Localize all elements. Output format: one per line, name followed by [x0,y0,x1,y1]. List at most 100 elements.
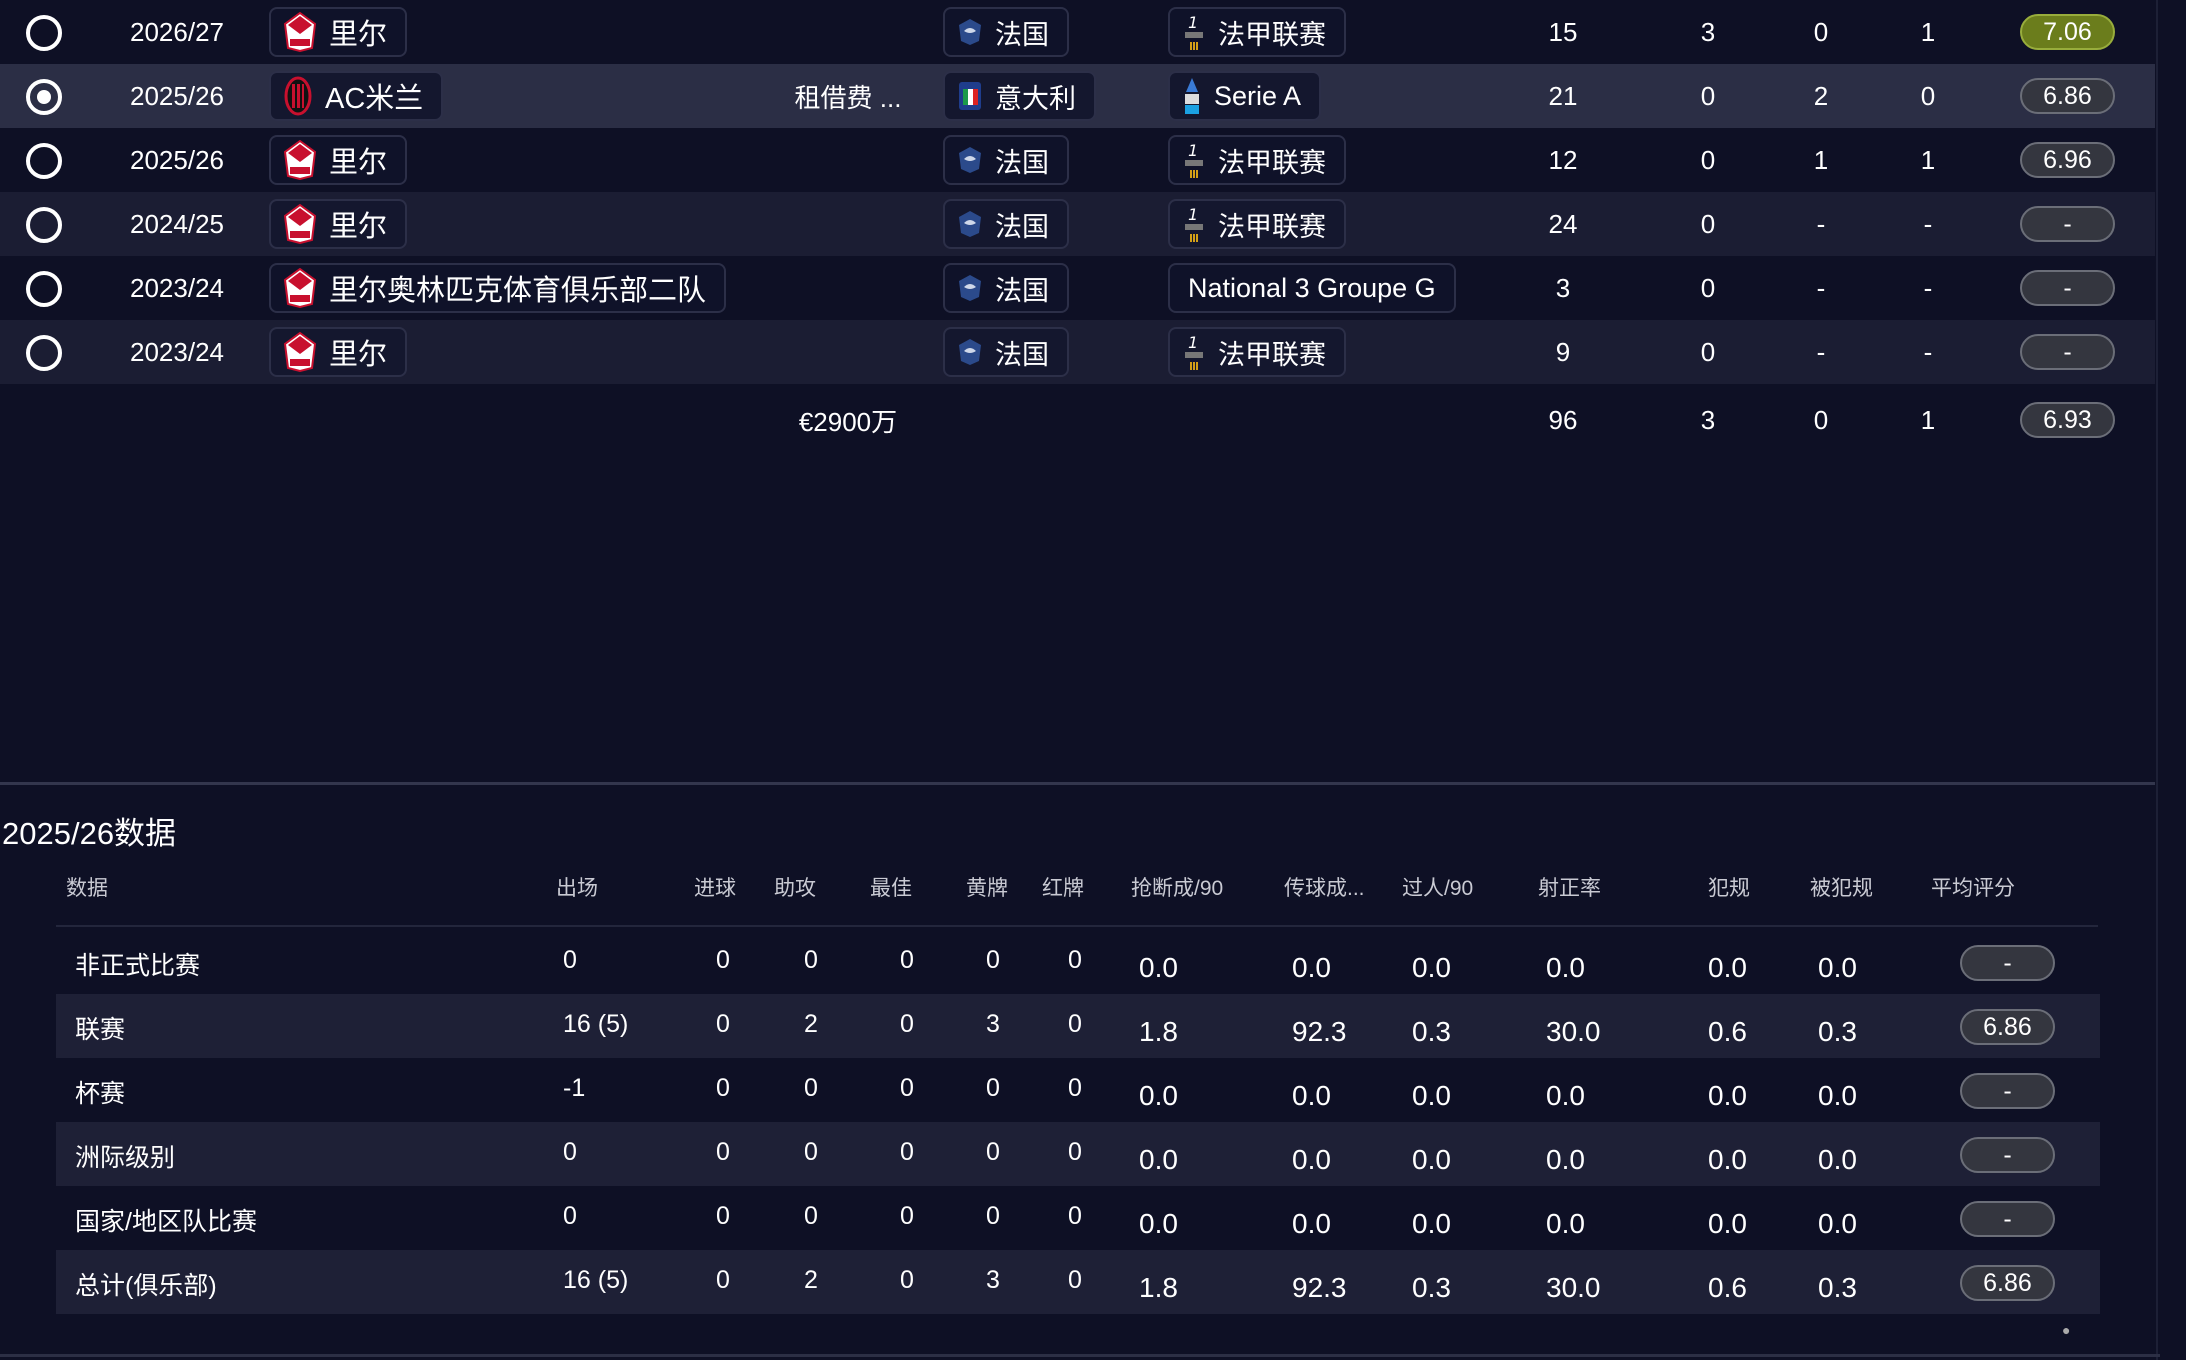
tackles-per90-value: 1.8 [1139,1016,1178,1047]
potm-value: 0 [900,1266,914,1294]
stats-row: 联赛 16 (5) 0 2 0 3 0 1.8 92.3 0.3 30.0 0.6 0.3 6.86 [56,994,2100,1058]
competition-link[interactable]: 1 法甲联赛 [1168,135,1346,185]
apps-value: -1 [563,1074,586,1102]
career-row[interactable]: 2025/26 里尔 法国 1 法甲联赛 12 0 1 1 6.96 [0,128,2155,192]
tackles-per90-value: 0.0 [1139,1208,1178,1239]
competition-link[interactable]: 1 法甲联赛 [1168,199,1346,249]
stat-label: 联赛 [75,1016,126,1044]
competition-link[interactable]: National 3 Groupe G [1168,263,1456,313]
potm-cell: 1 [1920,144,1936,175]
header-potm[interactable]: 最佳 [870,877,912,900]
fouls-value: 0.6 [1708,1016,1747,1047]
header-stat-type[interactable]: 数据 [66,877,108,900]
header-red-cards[interactable]: 红牌 [1042,877,1084,900]
header-shot-accuracy[interactable]: 射正率 [1538,877,1601,900]
france-crest-icon [957,337,983,367]
stat-label: 杯赛 [75,1080,126,1108]
row-radio-button[interactable] [26,143,62,179]
header-tackles-per90[interactable]: 抢断成/90 [1131,877,1224,900]
header-fouls[interactable]: 犯规 [1708,877,1750,900]
header-assists[interactable]: 助攻 [774,877,816,900]
competition-name: Serie A [1214,80,1302,111]
season-cell: 2025/26 [130,80,224,111]
goals-value: 0 [716,1266,730,1294]
fouled-value: 0.3 [1818,1272,1857,1303]
assists-cell: 2 [1813,80,1829,111]
apps-cell: 24 [1548,208,1578,239]
serie-a-logo-icon [1182,76,1202,116]
fouled-value: 0.3 [1818,1016,1857,1047]
assists-value: 2 [804,1010,818,1038]
club-link[interactable]: 里尔 [269,7,408,57]
yellow-cards-value: 0 [986,1138,1000,1166]
pass-completion-value: 0.0 [1292,1080,1331,1111]
assists-cell: - [1816,272,1826,303]
rating-badge: - [1960,1137,2055,1173]
row-radio-button[interactable] [26,207,62,243]
goals-value: 0 [716,1010,730,1038]
svg-text:1: 1 [1188,333,1198,352]
france-crest-icon [957,17,983,47]
red-cards-value: 0 [1068,1266,1082,1294]
competition-link[interactable]: Serie A [1168,71,1322,121]
rating-badge: - [2020,334,2115,370]
apps-cell: 12 [1548,144,1578,175]
apps-value: 16 (5) [563,1010,629,1038]
header-dribbles-per90[interactable]: 过人/90 [1402,877,1474,900]
career-row[interactable]: 2023/24 里尔 法国 1 法甲联赛 9 0 - - - [0,320,2155,384]
potm-value: 0 [900,1202,914,1230]
club-link[interactable]: 里尔 [269,327,408,377]
total-rating-badge: 6.93 [2020,402,2115,438]
nation-link[interactable]: 法国 [943,135,1069,185]
pass-completion-value: 92.3 [1292,1272,1347,1303]
nation-link[interactable]: 法国 [943,7,1069,57]
row-radio-button[interactable] [26,15,62,51]
goals-cell: 3 [1700,16,1716,47]
fouled-value: 0.0 [1818,1208,1857,1239]
total-goals-cell: 3 [1700,404,1716,435]
nation-link[interactable]: 法国 [943,327,1069,377]
header-avg-rating[interactable]: 平均评分 [1931,877,2015,900]
club-link[interactable]: 里尔奥林匹克体育俱乐部二队 [269,263,727,313]
stat-label: 总计(俱乐部) [75,1272,217,1300]
club-link[interactable]: AC米兰 [269,71,444,121]
club-link[interactable]: 里尔 [269,135,408,185]
season-cell: 2024/25 [130,208,224,239]
loan-fee-cell [768,320,928,384]
season-cell: 2023/24 [130,272,224,303]
ligue1-logo-icon: 1 [1182,204,1206,244]
header-fouled[interactable]: 被犯规 [1810,877,1873,900]
goals-value: 0 [716,1074,730,1102]
row-radio-button[interactable] [26,335,62,371]
header-apps[interactable]: 出场 [556,877,598,900]
goals-value: 0 [716,946,730,974]
right-border [2156,0,2186,1360]
rating-badge: 6.86 [1960,1265,2055,1301]
career-row[interactable]: 2024/25 里尔 法国 1 法甲联赛 24 0 - - - [0,192,2155,256]
nation-link[interactable]: 法国 [943,199,1069,249]
nation-link[interactable]: 法国 [943,263,1069,313]
assists-cell: - [1816,208,1826,239]
svg-text:1: 1 [1188,13,1198,32]
header-yellow-cards[interactable]: 黄牌 [966,877,1008,900]
section-divider[interactable] [0,782,2155,785]
red-cards-value: 0 [1068,1138,1082,1166]
apps-value: 0 [563,946,577,974]
career-row[interactable]: 2025/26 AC米兰 租借费 ... 意大利 Serie A 21 0 2 0 6.86 [0,64,2155,128]
potm-value: 0 [900,946,914,974]
club-link[interactable]: 里尔 [269,199,408,249]
nation-name: 法国 [995,19,1049,50]
nation-name: 法国 [995,339,1049,370]
row-radio-button[interactable] [26,79,62,115]
row-radio-button[interactable] [26,271,62,307]
competition-link[interactable]: 1 法甲联赛 [1168,7,1346,57]
nation-link[interactable]: 意大利 [943,71,1096,121]
header-pass-completion[interactable]: 传球成... [1284,877,1365,900]
career-row[interactable]: 2026/27 里尔 法国 1 法甲联赛 15 3 0 1 7.06 [0,0,2155,64]
header-goals[interactable]: 进球 [694,877,736,900]
france-crest-icon [957,209,983,239]
career-row[interactable]: 2023/24 里尔奥林匹克体育俱乐部二队 法国 National 3 Groupe … [0,256,2155,320]
pass-completion-value: 0.0 [1292,1144,1331,1175]
competition-link[interactable]: 1 法甲联赛 [1168,327,1346,377]
watermark-logo: ● [2062,1322,2071,1338]
